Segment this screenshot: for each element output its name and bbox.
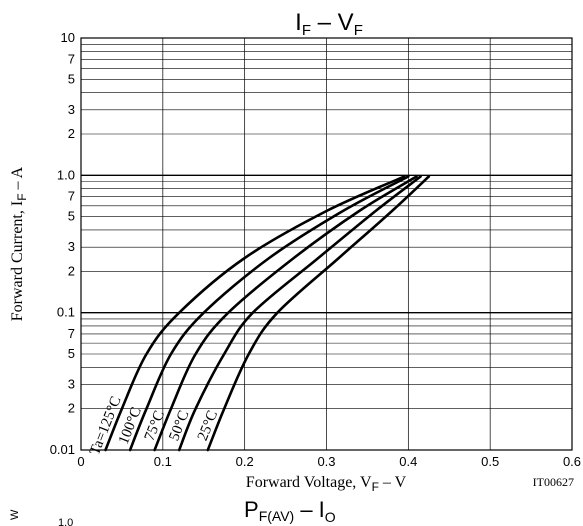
x-tick-label: 0.1 xyxy=(154,454,172,469)
x-tick-labels: 0 0.1 0.2 0.3 0.4 0.5 0.6 xyxy=(77,454,581,469)
series-line xyxy=(153,175,418,452)
x-tick-label: 0.5 xyxy=(481,454,499,469)
series-line xyxy=(128,175,410,452)
y-tick-label: 3 xyxy=(68,102,75,117)
y-tick-label: 7 xyxy=(68,326,75,341)
y-tick-label: 2 xyxy=(68,126,75,141)
next-chart-tick-fragment: 1.0 xyxy=(58,517,73,526)
x-tick-label: 0.6 xyxy=(563,454,581,469)
y-tick-label: 0.01 xyxy=(50,442,75,457)
y-tick-label: 3 xyxy=(68,376,75,391)
y-tick-label: 5 xyxy=(68,346,75,361)
series-line xyxy=(177,175,422,452)
y-tick-labels: 10 7 5 3 2 1.0 7 5 3 2 0.1 7 5 3 2 0.01 xyxy=(50,30,75,457)
y-tick-label: 0.1 xyxy=(57,305,75,320)
x-tick-label: 0.3 xyxy=(317,454,335,469)
y-tick-label: 10 xyxy=(61,30,75,45)
y-tick-label: 3 xyxy=(68,239,75,254)
series-line xyxy=(104,175,406,452)
y-axis-label: Forward Current, IF – A xyxy=(9,166,29,321)
y-tick-label: 1.0 xyxy=(57,167,75,182)
series-curves xyxy=(104,175,431,452)
next-chart-ylabel-fragment: W xyxy=(9,509,21,520)
figure-code: IT00627 xyxy=(533,475,574,489)
x-tick-label: 0.2 xyxy=(236,454,254,469)
y-tick-label: 2 xyxy=(68,263,75,278)
y-tick-label: 7 xyxy=(68,51,75,66)
next-chart-title: PF(AV) – IO xyxy=(244,497,336,525)
x-axis-label: Forward Voltage, VF – V xyxy=(246,474,407,494)
x-tick-label: 0 xyxy=(77,454,84,469)
chart-title: IF – VF xyxy=(295,9,363,39)
y-tick-label: 7 xyxy=(68,189,75,204)
y-tick-label: 5 xyxy=(68,209,75,224)
series-line xyxy=(206,175,431,452)
y-tick-label: 2 xyxy=(68,401,75,416)
y-tick-label: 5 xyxy=(68,71,75,86)
x-tick-label: 0.4 xyxy=(399,454,417,469)
plot-frame xyxy=(80,37,573,451)
